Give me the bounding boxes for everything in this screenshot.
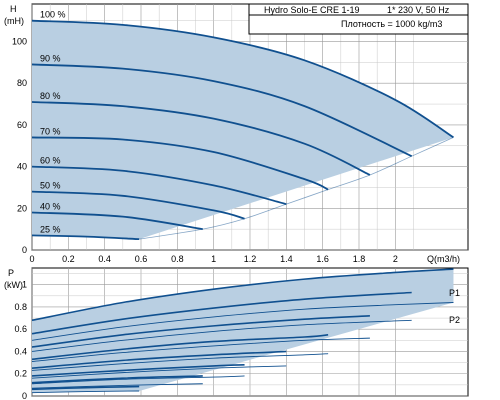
power-y-tick: 1 — [22, 280, 27, 290]
speed-label: 25 % — [40, 224, 61, 234]
power-y-tick: 0.4 — [14, 346, 27, 356]
head-curve-chart: 100 %90 %80 %70 %60 %50 %40 %25 % 020406… — [4, 3, 469, 264]
p2-label: P2 — [449, 315, 460, 325]
flow-x-tick: 0.4 — [98, 254, 111, 264]
power-curve-p290 — [31, 319, 412, 352]
power-supply-label: 1* 230 V, 50 Hz — [387, 5, 450, 15]
speed-label: 50 % — [40, 181, 61, 191]
power-curve-p125 — [31, 385, 140, 391]
power-curves — [31, 268, 454, 394]
head-axis-unit: (mH) — [4, 16, 24, 26]
speed-label: 70 % — [40, 126, 61, 136]
speed-label: 80 % — [40, 91, 61, 101]
flow-x-tick: 1.2 — [244, 254, 257, 264]
power-operating-area — [32, 269, 454, 393]
p1-label: P1 — [449, 288, 460, 298]
head-curve-70-pct — [31, 136, 329, 191]
power-curve-p260 — [31, 365, 287, 379]
speed-label: 100 % — [40, 10, 66, 20]
flow-x-tick-labels: 0 0.2 0.4 0.6 0.8 1 1.2 1.4 1.6 1.8 2 — [29, 254, 397, 264]
head-curve-90-pct — [31, 63, 413, 158]
flow-x-tick: 1.6 — [316, 254, 329, 264]
head-y-tick-labels: 0 20 40 60 80 100 — [12, 37, 27, 255]
flow-axis-label: Q(m3/h) — [427, 254, 460, 264]
power-curve-p280 — [31, 337, 370, 362]
head-curve-60-pct — [31, 165, 287, 206]
head-curves — [31, 19, 454, 241]
power-axis-unit: (kW) — [4, 280, 23, 290]
head-y-tick: 100 — [12, 37, 27, 47]
power-y-tick: 0.2 — [14, 369, 27, 379]
flow-x-tick: 1.8 — [353, 254, 366, 264]
density-label: Плотность = 1000 kg/m3 — [341, 19, 442, 29]
head-curve-40-pct — [31, 211, 203, 231]
power-curve-p190 — [31, 291, 412, 335]
power-curve-p160 — [31, 350, 287, 369]
power-y-tick-labels: 0 0.2 0.4 0.6 0.8 1 — [14, 280, 27, 400]
power-curve-p2100 — [31, 302, 454, 341]
power-curve-p150 — [31, 364, 245, 377]
power-curve-p270 — [31, 353, 329, 371]
power-y-tick: 0.6 — [14, 324, 27, 334]
head-curve-50-pct — [31, 190, 245, 220]
head-curve-25-pct — [31, 234, 140, 241]
info-box: Hydro Solo-E CRE 1-19 1* 230 V, 50 Hz Пл… — [248, 3, 469, 35]
flow-x-tick: 0 — [29, 254, 34, 264]
speed-label: 40 % — [40, 201, 61, 211]
power-curve-p1100 — [31, 268, 454, 322]
flow-x-tick: 0.2 — [62, 254, 75, 264]
head-curve-100-pct — [31, 19, 454, 139]
flow-x-tick: 1.4 — [280, 254, 293, 264]
head-y-tick: 60 — [17, 120, 27, 130]
speed-label: 60 % — [40, 156, 61, 166]
power-curve-p250 — [31, 375, 245, 385]
flow-x-tick: 0.6 — [135, 254, 148, 264]
head-y-tick: 80 — [17, 78, 27, 88]
power-curve-p140 — [31, 375, 203, 384]
power-curve-chart: 0 0.2 0.4 0.6 0.8 1 P (kW) P1 P2 — [4, 267, 469, 400]
pump-model-title: Hydro Solo-E CRE 1-19 — [264, 5, 360, 15]
flow-x-tick: 1 — [211, 254, 216, 264]
flow-x-tick: 2 — [393, 254, 398, 264]
speed-percent-labels: 100 % 90 % 80 % 70 % 60 % 50 % 40 % 25 % — [40, 10, 66, 235]
speed-label: 90 % — [40, 53, 61, 63]
power-y-tick: 0 — [22, 391, 27, 400]
head-axis-label: H — [10, 4, 17, 14]
head-y-tick: 20 — [17, 203, 27, 213]
head-y-tick: 0 — [22, 245, 27, 255]
power-axis-label: P — [8, 268, 14, 278]
power-curve-p180 — [31, 315, 370, 348]
head-system-boundary — [139, 137, 454, 240]
power-y-tick: 0.8 — [14, 302, 27, 312]
head-curve-80-pct — [31, 101, 371, 176]
power-curve-p170 — [31, 333, 329, 361]
flow-x-tick: 0.8 — [171, 254, 184, 264]
power-curve-p225 — [31, 390, 140, 394]
head-y-tick: 40 — [17, 162, 27, 172]
power-curve-p240 — [31, 383, 203, 389]
